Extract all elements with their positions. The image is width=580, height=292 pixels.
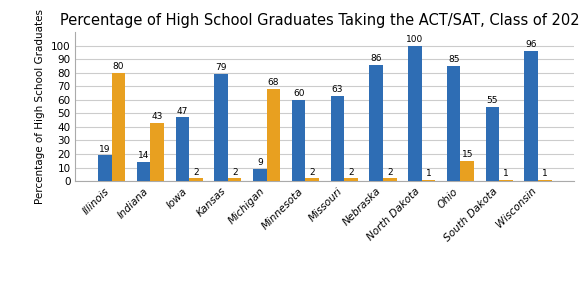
Text: 15: 15: [462, 150, 473, 159]
Text: 55: 55: [487, 96, 498, 105]
Text: 43: 43: [151, 112, 163, 121]
Text: 1: 1: [426, 169, 432, 178]
Bar: [189, 178, 203, 181]
Text: 68: 68: [268, 78, 279, 87]
Bar: [485, 107, 499, 181]
Text: 79: 79: [215, 63, 227, 72]
Text: 86: 86: [371, 54, 382, 63]
Text: 80: 80: [113, 62, 124, 71]
Text: 19: 19: [99, 145, 111, 154]
Bar: [344, 178, 358, 181]
Text: 2: 2: [232, 168, 237, 177]
Bar: [137, 162, 150, 181]
Text: 85: 85: [448, 55, 459, 64]
Bar: [383, 178, 397, 181]
Bar: [422, 180, 435, 181]
Text: 47: 47: [177, 107, 188, 116]
Bar: [331, 96, 344, 181]
Y-axis label: Percentage of High School Graduates: Percentage of High School Graduates: [35, 9, 45, 204]
Text: 14: 14: [138, 152, 149, 161]
Bar: [499, 180, 513, 181]
Title: Percentage of High School Graduates Taking the ACT/SAT, Class of 2021: Percentage of High School Graduates Taki…: [60, 13, 580, 28]
Bar: [369, 65, 383, 181]
Bar: [306, 178, 319, 181]
Text: 1: 1: [542, 169, 548, 178]
Bar: [538, 180, 552, 181]
Bar: [98, 155, 111, 181]
Text: 9: 9: [257, 158, 263, 167]
Bar: [228, 178, 241, 181]
Bar: [408, 46, 422, 181]
Bar: [461, 161, 474, 181]
Text: 1: 1: [503, 169, 509, 178]
Bar: [253, 169, 267, 181]
Text: 100: 100: [406, 35, 423, 44]
Bar: [111, 73, 125, 181]
Text: 2: 2: [348, 168, 354, 177]
Text: 96: 96: [525, 41, 537, 49]
Text: 2: 2: [193, 168, 199, 177]
Bar: [176, 117, 189, 181]
Text: 2: 2: [387, 168, 393, 177]
Bar: [267, 89, 280, 181]
Bar: [215, 74, 228, 181]
Bar: [292, 100, 306, 181]
Bar: [150, 123, 164, 181]
Bar: [447, 66, 461, 181]
Text: 60: 60: [293, 89, 304, 98]
Bar: [524, 51, 538, 181]
Text: 2: 2: [309, 168, 315, 177]
Text: 63: 63: [332, 85, 343, 94]
